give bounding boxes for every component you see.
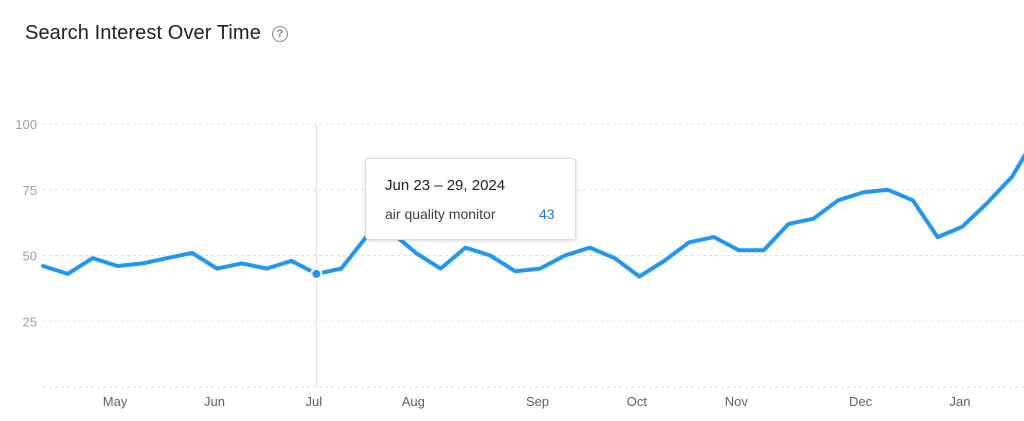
help-circle-icon[interactable]: ? [271, 25, 288, 42]
x-tick-label: Aug [402, 394, 425, 409]
x-tick-label: Oct [627, 394, 648, 409]
tooltip-value: 43 [539, 206, 555, 222]
chart-header: Search Interest Over Time ? [25, 22, 288, 45]
tooltip-term: air quality monitor [385, 206, 496, 222]
y-tick-label: 25 [23, 314, 37, 329]
y-tick-label: 50 [23, 249, 37, 264]
x-tick-label: Dec [849, 394, 873, 409]
chart-tooltip: Jun 23 – 29, 2024 air quality monitor 43 [365, 158, 576, 240]
x-tick-label: Jan [949, 394, 970, 409]
x-tick-label: May [103, 394, 128, 409]
x-tick-label: Jul [306, 394, 323, 409]
y-tick-label: 100 [15, 117, 37, 132]
x-tick-label: Jun [204, 394, 225, 409]
y-tick-label: 75 [23, 183, 37, 198]
hover-point[interactable] [310, 267, 323, 280]
tooltip-date: Jun 23 – 29, 2024 [385, 177, 506, 194]
chart-title: Search Interest Over Time [25, 22, 261, 44]
x-tick-label: Sep [526, 394, 549, 409]
x-tick-label: Nov [725, 394, 749, 409]
series-line [41, 152, 1024, 279]
